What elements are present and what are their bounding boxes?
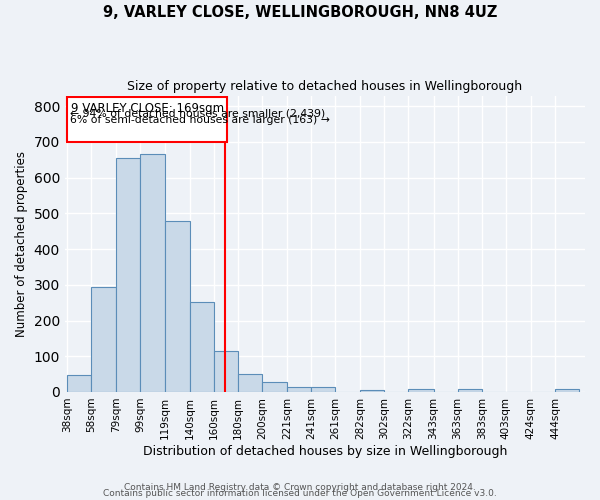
Bar <box>555 389 579 392</box>
Bar <box>262 382 287 392</box>
Bar <box>164 222 190 392</box>
Title: Size of property relative to detached houses in Wellingborough: Size of property relative to detached ho… <box>127 80 523 93</box>
Bar <box>190 302 214 392</box>
Bar <box>287 386 311 392</box>
Bar <box>91 286 116 392</box>
Bar <box>409 390 434 392</box>
Bar <box>140 154 164 392</box>
X-axis label: Distribution of detached houses by size in Wellingborough: Distribution of detached houses by size … <box>143 444 507 458</box>
Text: 9, VARLEY CLOSE, WELLINGBOROUGH, NN8 4UZ: 9, VARLEY CLOSE, WELLINGBOROUGH, NN8 4UZ <box>103 5 497 20</box>
Text: 9 VARLEY CLOSE: 169sqm: 9 VARLEY CLOSE: 169sqm <box>71 102 224 116</box>
Bar <box>238 374 262 392</box>
Bar <box>361 390 385 392</box>
Bar <box>458 390 482 392</box>
Text: ← 94% of detached houses are smaller (2,439): ← 94% of detached houses are smaller (2,… <box>70 109 325 119</box>
Text: Contains HM Land Registry data © Crown copyright and database right 2024.: Contains HM Land Registry data © Crown c… <box>124 484 476 492</box>
Bar <box>311 387 335 392</box>
Bar <box>214 351 238 392</box>
Text: Contains public sector information licensed under the Open Government Licence v3: Contains public sector information licen… <box>103 490 497 498</box>
Bar <box>116 158 140 392</box>
Text: 6% of semi-detached houses are larger (163) →: 6% of semi-detached houses are larger (1… <box>70 115 329 125</box>
Bar <box>67 97 227 142</box>
Bar <box>67 375 91 392</box>
Y-axis label: Number of detached properties: Number of detached properties <box>15 151 28 337</box>
